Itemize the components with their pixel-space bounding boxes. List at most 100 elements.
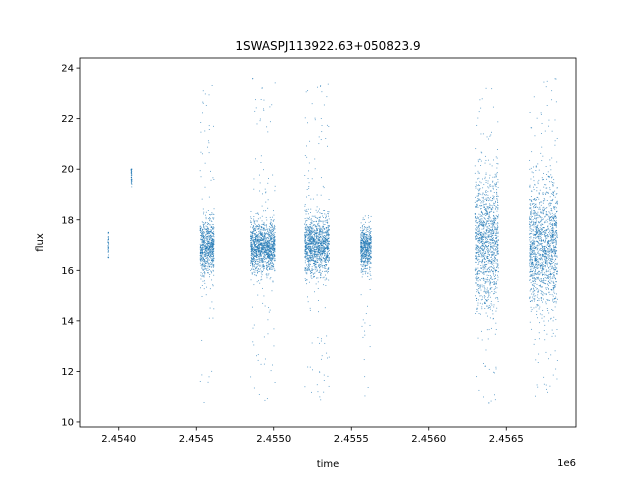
data-point [361, 325, 363, 327]
data-point [478, 262, 480, 264]
data-point [483, 183, 485, 185]
data-point [305, 245, 307, 247]
data-point [367, 215, 369, 217]
data-point [253, 241, 255, 243]
data-point [497, 232, 499, 234]
data-point [265, 265, 267, 266]
data-point [325, 239, 327, 241]
data-point [251, 242, 252, 244]
data-point [261, 245, 262, 247]
data-point [313, 249, 315, 251]
data-point [266, 237, 267, 239]
data-point [477, 302, 479, 304]
data-point [494, 245, 496, 247]
data-point [475, 239, 477, 240]
data-point [203, 223, 205, 225]
data-point [480, 289, 482, 291]
data-point [478, 172, 480, 174]
data-point [257, 354, 259, 356]
data-point [304, 155, 306, 157]
data-point [311, 237, 313, 238]
data-point [212, 252, 213, 254]
data-point [314, 119, 316, 121]
data-point [202, 273, 203, 275]
data-point [204, 273, 206, 275]
data-point [483, 224, 485, 226]
data-point [107, 242, 109, 244]
data-point [321, 243, 323, 245]
data-point [205, 249, 207, 251]
data-point [487, 235, 489, 237]
data-point [255, 228, 257, 230]
data-point [308, 234, 310, 236]
data-point [362, 336, 364, 338]
data-point [493, 192, 495, 193]
data-point [205, 265, 207, 267]
data-point [486, 233, 488, 235]
data-point [314, 246, 316, 248]
data-point [212, 248, 214, 250]
data-point [322, 237, 324, 239]
data-point [206, 260, 208, 262]
data-point [308, 242, 310, 244]
data-point [323, 251, 325, 253]
data-point [203, 261, 205, 263]
data-point [327, 231, 329, 233]
data-point [253, 178, 255, 180]
data-point [369, 273, 371, 275]
data-point [200, 151, 202, 153]
data-point [479, 287, 481, 289]
data-point [486, 226, 488, 228]
data-point [478, 190, 480, 192]
data-point [304, 267, 306, 269]
data-point [208, 242, 210, 244]
data-point [322, 225, 324, 227]
data-point [311, 248, 313, 250]
data-point [255, 247, 257, 249]
data-point [273, 252, 275, 254]
data-point [491, 235, 493, 237]
data-point [316, 256, 318, 258]
data-point [493, 260, 495, 262]
data-point [317, 270, 318, 272]
data-point [250, 239, 251, 241]
data-point [273, 210, 274, 212]
data-point [201, 235, 203, 237]
data-point [304, 278, 306, 280]
data-point [250, 244, 252, 246]
data-point [327, 271, 329, 272]
data-point [273, 214, 275, 216]
data-point [265, 248, 266, 250]
data-point [254, 261, 256, 263]
data-point [494, 184, 496, 186]
data-point [315, 270, 317, 272]
data-point [308, 268, 310, 269]
data-point [213, 266, 214, 268]
data-point [252, 260, 254, 262]
data-point [270, 268, 272, 270]
data-point [265, 229, 267, 231]
data-point [311, 342, 313, 344]
data-point [266, 273, 268, 275]
data-point [482, 269, 484, 271]
data-point [489, 270, 491, 272]
data-point [487, 208, 489, 210]
data-point [315, 240, 317, 242]
data-point [268, 254, 270, 256]
data-point [213, 238, 215, 240]
data-point [485, 203, 487, 205]
data-point [208, 253, 210, 255]
data-point [200, 176, 202, 178]
data-point [271, 254, 272, 256]
data-point [272, 223, 273, 225]
data-point [489, 204, 491, 206]
data-point [203, 231, 205, 233]
data-point [269, 106, 271, 108]
data-point [324, 279, 326, 281]
data-point [209, 256, 210, 257]
data-point [486, 255, 488, 257]
data-point [264, 358, 266, 360]
data-point [107, 231, 109, 233]
data-point [326, 236, 328, 238]
data-point [482, 192, 484, 194]
